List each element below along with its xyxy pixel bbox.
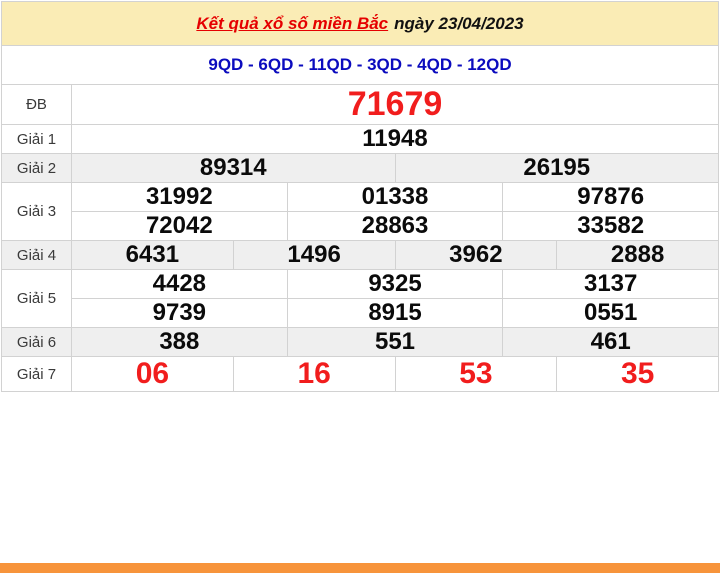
table-header: Kết quả xổ số miền Bắc ngày 23/04/2023: [2, 2, 718, 45]
result-number: 8915: [286, 299, 503, 327]
prize-label: Giải 2: [2, 154, 72, 182]
results-title-link[interactable]: Kết quả xổ số miền Bắc: [196, 13, 389, 33]
result-number: 9739: [152, 299, 207, 326]
result-number: 01338: [286, 183, 503, 211]
result-number: 26195: [394, 154, 719, 182]
result-number: 461: [502, 328, 718, 356]
prize-label: Giải 3: [2, 183, 72, 240]
result-number: 4428: [152, 270, 207, 297]
prize-label: Giải 5: [2, 270, 72, 327]
result-number: 11948: [362, 125, 428, 152]
prize-rows: ĐB 71679 Giải 1 11948 Giải 2 89314 26195 Giải 3…: [2, 84, 718, 391]
prize-row-g5: Giải 5 4428 9325 3137 9739 8915 0551: [2, 269, 718, 327]
result-number: 72042: [145, 212, 213, 239]
draw-date: ngày 23/04/2023: [394, 13, 524, 33]
prize-label: Giải 4: [2, 241, 72, 269]
prize-label: Giải 1: [2, 125, 72, 153]
result-number: 71679: [347, 85, 443, 123]
result-number: 2888: [556, 241, 718, 269]
prize-row-g1: Giải 1 11948: [2, 124, 718, 153]
result-number: 6431: [125, 241, 180, 268]
result-number: 06: [135, 357, 170, 390]
prize-row-g7: Giải 7 06 16 53 35: [2, 356, 718, 391]
result-number: 35: [556, 357, 718, 391]
prize-row-db: ĐB 71679: [2, 84, 718, 124]
ticket-codes: 9QD - 6QD - 11QD - 3QD - 4QD - 12QD: [2, 45, 718, 84]
prize-label: Giải 7: [2, 357, 72, 391]
result-number: 1496: [232, 241, 395, 269]
result-number: 53: [394, 357, 557, 391]
result-number: 33582: [502, 212, 718, 240]
prize-row-g6: Giải 6 388 551 461: [2, 327, 718, 356]
result-number: 388: [159, 328, 200, 355]
result-number: 89314: [199, 154, 267, 181]
prize-label: ĐB: [2, 85, 72, 124]
result-number: 9325: [286, 270, 503, 298]
result-number: 3962: [394, 241, 557, 269]
bottom-accent-bar: [0, 563, 720, 573]
prize-row-g3: Giải 3 31992 01338 97876 72042 28863 33582: [2, 182, 718, 240]
result-number: 28863: [286, 212, 503, 240]
result-number: 16: [232, 357, 395, 391]
result-number: 3137: [502, 270, 718, 298]
result-number: 0551: [502, 299, 718, 327]
result-number: 31992: [145, 183, 213, 210]
result-number: 551: [286, 328, 503, 356]
results-table: Kết quả xổ số miền Bắc ngày 23/04/2023 9…: [1, 1, 719, 392]
prize-label: Giải 6: [2, 328, 72, 356]
prize-row-g4: Giải 4 6431 1496 3962 2888: [2, 240, 718, 269]
result-number: 97876: [502, 183, 718, 211]
prize-row-g2: Giải 2 89314 26195: [2, 153, 718, 182]
